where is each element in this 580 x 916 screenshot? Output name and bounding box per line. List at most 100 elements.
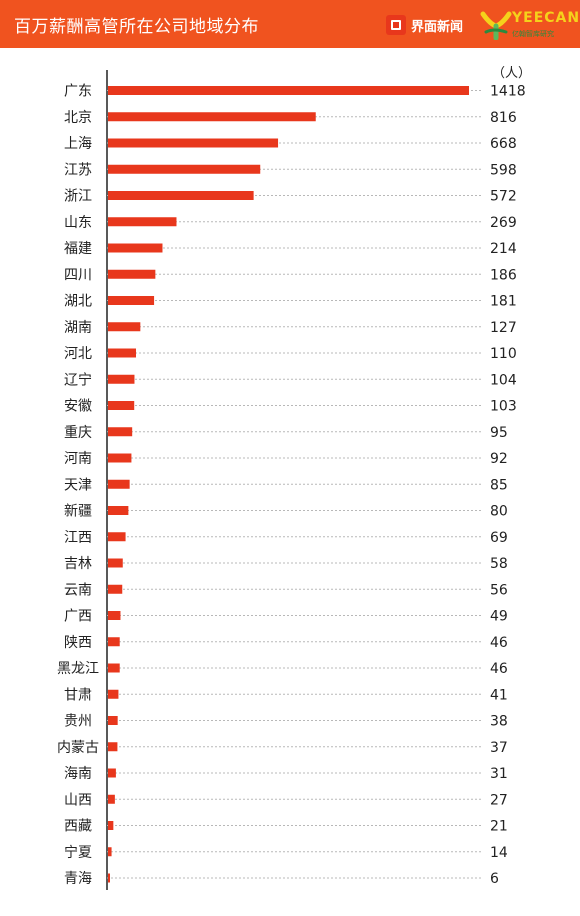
category-label: 河南 xyxy=(64,451,92,467)
category-label: 福建 xyxy=(64,241,92,257)
value-label: 46 xyxy=(490,661,508,677)
bar xyxy=(108,164,261,174)
bar xyxy=(108,873,110,883)
value-label: 6 xyxy=(490,871,499,887)
category-label: 四川 xyxy=(64,267,92,283)
value-label: 46 xyxy=(490,635,508,651)
category-label: 浙江 xyxy=(64,189,92,205)
bar xyxy=(108,374,135,384)
category-label: 宁夏 xyxy=(64,844,92,861)
category-label: 甘肃 xyxy=(64,687,92,703)
bar xyxy=(108,269,156,279)
value-label: 27 xyxy=(490,792,508,808)
bar xyxy=(108,584,123,594)
category-label: 广东 xyxy=(64,84,92,100)
category-label: 重庆 xyxy=(64,425,92,441)
category-label: 贵州 xyxy=(64,714,92,730)
value-label: 80 xyxy=(490,504,508,520)
category-label: 黑龙江 xyxy=(57,661,99,677)
value-label: 127 xyxy=(490,320,517,336)
category-label: 山东 xyxy=(64,215,92,231)
unit-label: （人） xyxy=(492,66,532,81)
chart-title: 百万薪酬高管所在公司地域分布 xyxy=(14,17,259,37)
bar xyxy=(108,794,115,804)
bar xyxy=(108,401,135,410)
category-label: 安徽 xyxy=(64,399,92,415)
category-label: 广西 xyxy=(64,609,92,625)
title-bar: 百万薪酬高管所在公司地域分布 界面新闻 YEECAN 亿翰智库研究 xyxy=(0,0,580,48)
bar xyxy=(108,716,118,725)
value-label: 816 xyxy=(490,110,517,126)
bar xyxy=(108,322,141,332)
value-label: 21 xyxy=(490,819,508,835)
bar xyxy=(108,217,177,227)
value-label: 58 xyxy=(490,556,508,572)
bar xyxy=(108,86,469,95)
bar xyxy=(108,663,120,673)
bar xyxy=(108,453,132,463)
value-label: 14 xyxy=(490,845,508,861)
bar xyxy=(108,768,116,778)
category-label: 西藏 xyxy=(64,819,92,835)
bar xyxy=(108,348,137,358)
category-label: 湖北 xyxy=(64,294,92,310)
bar xyxy=(108,558,123,568)
bar xyxy=(108,847,112,857)
category-label: 新疆 xyxy=(64,504,92,520)
yeecan-logo-subtitle: 亿翰智库研究 xyxy=(512,30,554,38)
value-label: 181 xyxy=(490,294,517,310)
bar xyxy=(108,689,119,699)
value-label: 668 xyxy=(490,136,517,152)
bar xyxy=(108,821,114,830)
bar xyxy=(108,112,316,122)
jiemian-logo-text: 界面新闻 xyxy=(411,19,464,35)
jiemian-logo-icon xyxy=(386,15,406,35)
value-label: 95 xyxy=(490,425,508,441)
category-label: 北京 xyxy=(64,110,92,126)
value-label: 56 xyxy=(490,582,508,598)
category-label: 青海 xyxy=(64,871,92,887)
category-label: 吉林 xyxy=(64,556,92,572)
bar xyxy=(108,611,121,620)
value-label: 598 xyxy=(490,162,517,178)
jiemian-logo: 界面新闻 xyxy=(386,14,463,36)
category-label: 江西 xyxy=(64,530,92,546)
bar xyxy=(108,427,133,437)
value-label: 572 xyxy=(490,189,517,205)
yeecan-logo-word: YEECAN xyxy=(512,10,580,26)
value-label: 186 xyxy=(490,267,517,283)
value-label: 69 xyxy=(490,530,508,546)
category-label: 河北 xyxy=(64,346,92,362)
bar xyxy=(108,191,254,200)
category-label: 江苏 xyxy=(64,162,92,178)
value-label: 110 xyxy=(490,346,517,362)
yeecan-logo-icon xyxy=(480,11,512,40)
bar xyxy=(108,506,129,515)
yeecan-logo: YEECAN 亿翰智库研究 xyxy=(478,6,580,44)
category-label: 山西 xyxy=(64,792,92,808)
bar xyxy=(108,138,279,148)
value-label: 37 xyxy=(490,740,508,756)
bar xyxy=(108,742,118,752)
value-label: 38 xyxy=(490,714,508,730)
category-label: 天津 xyxy=(64,477,92,493)
category-label: 湖南 xyxy=(64,320,92,336)
bar xyxy=(108,532,126,542)
value-label: 214 xyxy=(490,241,517,257)
bar xyxy=(108,243,163,253)
value-label: 269 xyxy=(490,215,517,231)
category-label: 海南 xyxy=(64,766,92,782)
bar xyxy=(108,296,155,305)
value-label: 104 xyxy=(490,372,517,388)
category-label: 内蒙古 xyxy=(57,740,99,756)
category-label: 辽宁 xyxy=(64,371,92,388)
value-label: 92 xyxy=(490,451,508,467)
value-label: 49 xyxy=(490,609,508,625)
bar xyxy=(108,479,130,489)
value-label: 31 xyxy=(490,766,508,782)
value-label: 103 xyxy=(490,399,517,415)
category-label: 云南 xyxy=(64,582,92,598)
bar xyxy=(108,637,120,647)
